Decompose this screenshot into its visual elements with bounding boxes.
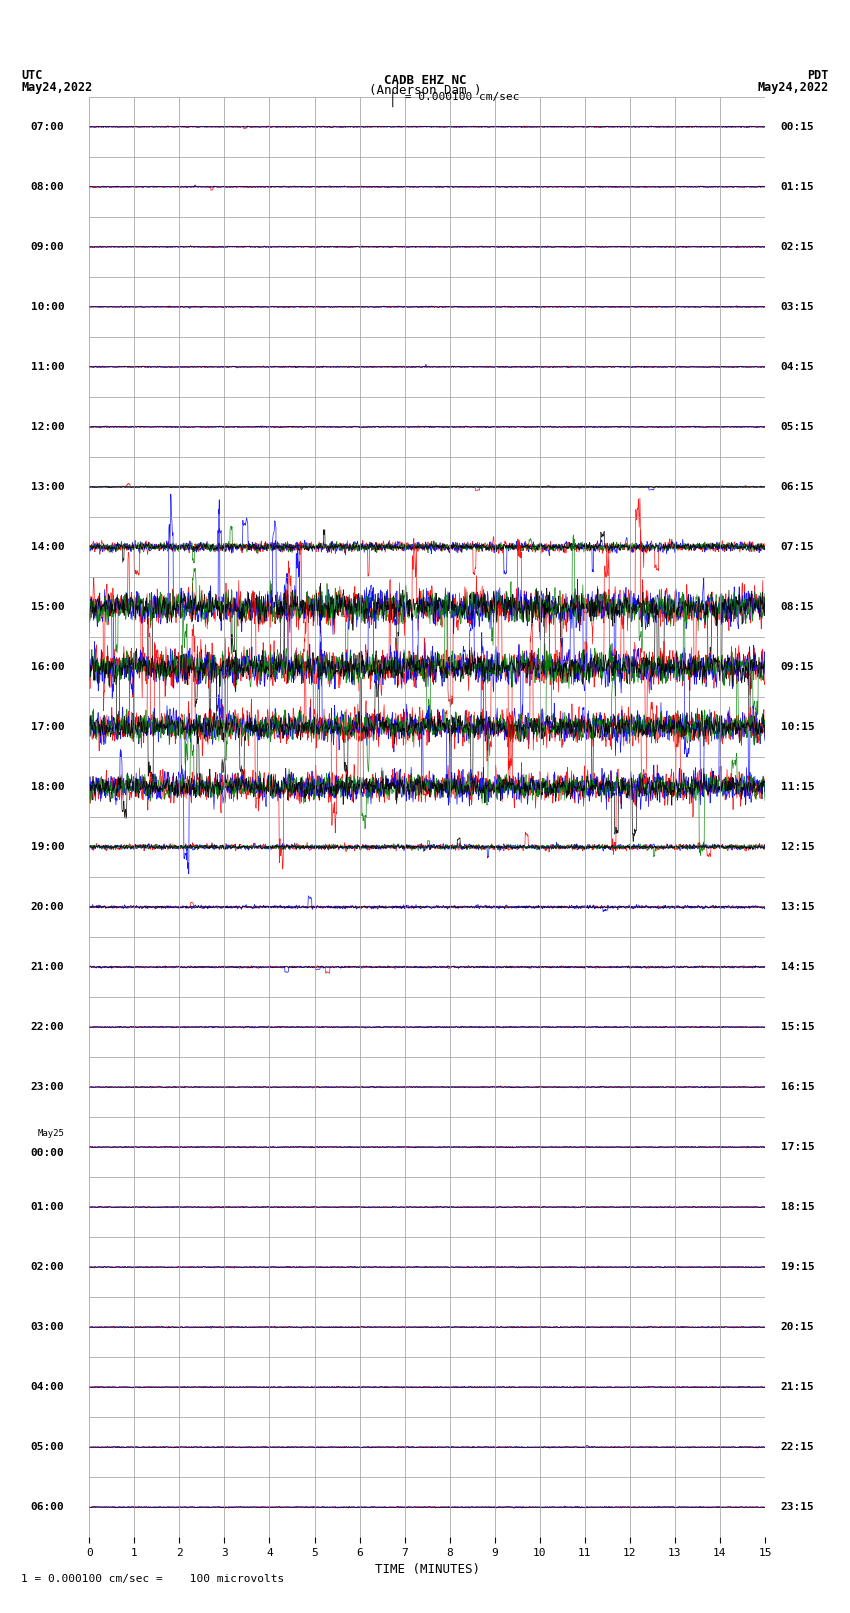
Text: 07:00: 07:00	[31, 123, 65, 132]
Text: UTC: UTC	[21, 69, 42, 82]
Text: 10:00: 10:00	[31, 302, 65, 311]
Text: 16:00: 16:00	[31, 661, 65, 673]
Text: 01:15: 01:15	[781, 182, 814, 192]
Text: 11:15: 11:15	[781, 782, 814, 792]
Text: 03:00: 03:00	[31, 1323, 65, 1332]
Text: 00:15: 00:15	[781, 123, 814, 132]
Text: 17:15: 17:15	[781, 1142, 814, 1152]
Text: May24,2022: May24,2022	[757, 81, 829, 94]
Text: 09:15: 09:15	[781, 661, 814, 673]
Text: = 0.000100 cm/sec: = 0.000100 cm/sec	[398, 92, 519, 102]
Text: 14:00: 14:00	[31, 542, 65, 552]
Text: 09:00: 09:00	[31, 242, 65, 252]
Text: 16:15: 16:15	[781, 1082, 814, 1092]
Text: 00:00: 00:00	[31, 1148, 65, 1158]
Text: 21:00: 21:00	[31, 961, 65, 973]
Text: 17:00: 17:00	[31, 723, 65, 732]
Text: 22:15: 22:15	[781, 1442, 814, 1452]
Text: 04:15: 04:15	[781, 361, 814, 373]
Text: 12:00: 12:00	[31, 423, 65, 432]
Text: 18:00: 18:00	[31, 782, 65, 792]
Text: 05:15: 05:15	[781, 423, 814, 432]
Text: 20:15: 20:15	[781, 1323, 814, 1332]
X-axis label: TIME (MINUTES): TIME (MINUTES)	[375, 1563, 479, 1576]
Text: │: │	[389, 92, 396, 108]
Text: CADB EHZ NC: CADB EHZ NC	[383, 74, 467, 87]
Text: 01:00: 01:00	[31, 1202, 65, 1211]
Text: 08:15: 08:15	[781, 602, 814, 611]
Text: 21:15: 21:15	[781, 1382, 814, 1392]
Text: 04:00: 04:00	[31, 1382, 65, 1392]
Text: 13:00: 13:00	[31, 482, 65, 492]
Text: 23:15: 23:15	[781, 1502, 814, 1511]
Text: 07:15: 07:15	[781, 542, 814, 552]
Text: PDT: PDT	[808, 69, 829, 82]
Text: 11:00: 11:00	[31, 361, 65, 373]
Text: 13:15: 13:15	[781, 902, 814, 911]
Text: May24,2022: May24,2022	[21, 81, 93, 94]
Text: 22:00: 22:00	[31, 1023, 65, 1032]
Text: 20:00: 20:00	[31, 902, 65, 911]
Text: 10:15: 10:15	[781, 723, 814, 732]
Text: 05:00: 05:00	[31, 1442, 65, 1452]
Text: (Anderson Dam ): (Anderson Dam )	[369, 84, 481, 97]
Text: 23:00: 23:00	[31, 1082, 65, 1092]
Text: 15:15: 15:15	[781, 1023, 814, 1032]
Text: 18:15: 18:15	[781, 1202, 814, 1211]
Text: 02:15: 02:15	[781, 242, 814, 252]
Text: May25: May25	[37, 1129, 65, 1139]
Text: 03:15: 03:15	[781, 302, 814, 311]
Text: 06:15: 06:15	[781, 482, 814, 492]
Text: 19:00: 19:00	[31, 842, 65, 852]
Text: 14:15: 14:15	[781, 961, 814, 973]
Text: 12:15: 12:15	[781, 842, 814, 852]
Text: 19:15: 19:15	[781, 1261, 814, 1273]
Text: 02:00: 02:00	[31, 1261, 65, 1273]
Text: 15:00: 15:00	[31, 602, 65, 611]
Text: 08:00: 08:00	[31, 182, 65, 192]
Text: 1 = 0.000100 cm/sec =    100 microvolts: 1 = 0.000100 cm/sec = 100 microvolts	[21, 1574, 285, 1584]
Text: 06:00: 06:00	[31, 1502, 65, 1511]
